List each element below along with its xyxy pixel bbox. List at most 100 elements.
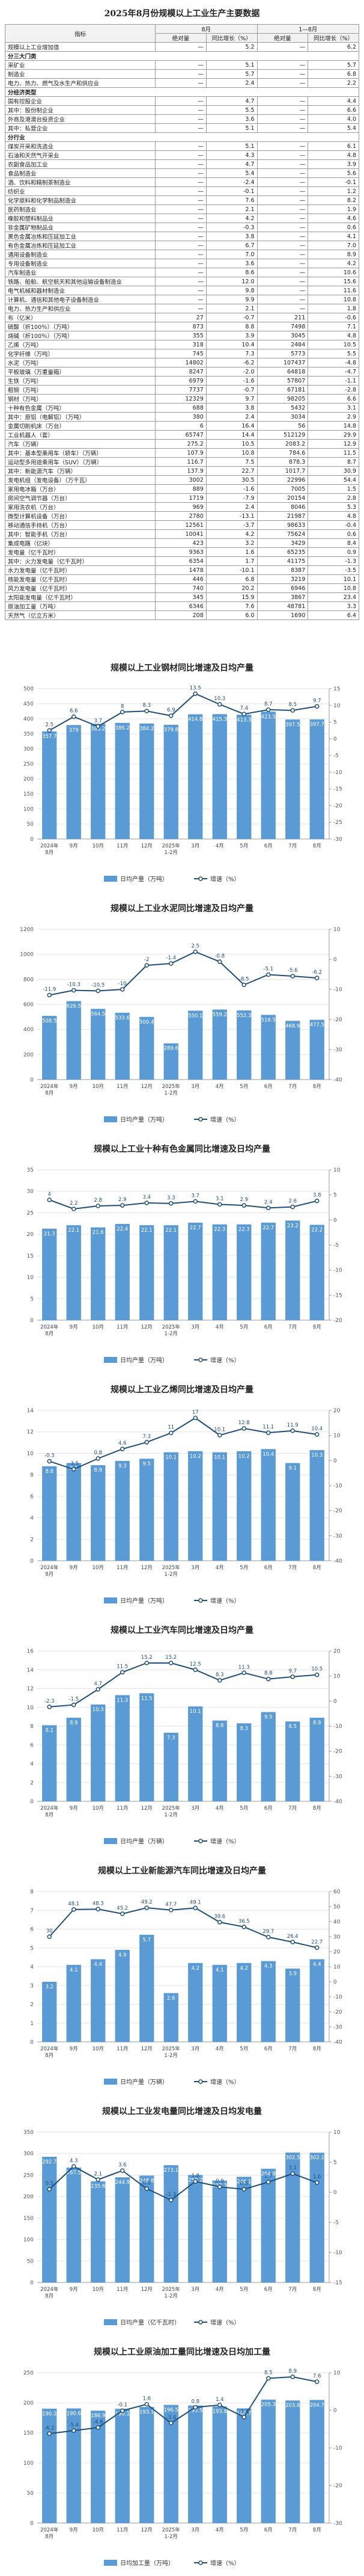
legend-swatch [104, 1357, 117, 1363]
value-cell: — [256, 259, 309, 268]
value-cell: 48781 [256, 601, 309, 611]
bar-value-label: 248.8 [139, 2178, 154, 2184]
bar [309, 1019, 324, 1080]
chart-title: 规模以上工业新能源汽车同比增速及日均产量 [98, 1866, 266, 1876]
bar [91, 1959, 106, 2042]
value-cell: 20154 [256, 493, 309, 503]
line-marker [47, 2431, 52, 2436]
bar-value-label: 22.3 [214, 1227, 225, 1233]
line-marker [241, 2415, 246, 2420]
line-value-label: 9.7 [313, 698, 321, 704]
row-label: 电力、热力生产和供应业 [5, 304, 156, 313]
bar [285, 1463, 300, 1561]
bar [139, 1934, 154, 2042]
bar [188, 1222, 203, 1320]
table-row: 金属切削机床（万台） 6 16.4 56 14.8 [5, 421, 359, 431]
value-cell: 23.4 [308, 592, 359, 602]
bar-value-label: 386.2 [115, 725, 130, 731]
row-label: 运动型多用途乘用车（SUV）（万辆） [5, 457, 156, 467]
value-cell: 1.5 [308, 484, 359, 494]
value-cell: 6.8 [205, 574, 258, 584]
value-cell: 7.3 [205, 349, 258, 358]
line-marker [217, 959, 222, 964]
bar [163, 1452, 178, 1561]
line-marker [169, 961, 174, 966]
y-tick-label: 100 [23, 807, 34, 813]
value-cell: 7005 [256, 484, 309, 494]
value-cell: 8.2 [308, 195, 359, 205]
line-value-label: -10.3 [67, 982, 80, 988]
value-cell: — [256, 295, 309, 304]
bar-value-label: 186.9 [91, 2413, 105, 2419]
bar-value-label: 559.2 [213, 1012, 227, 1018]
data-table: 指标 8月 1—8月 绝对量 同比增长（%） 绝对量 同比增长（%） 规模以上工… [5, 24, 359, 620]
line-marker [96, 1203, 100, 1208]
y-tick-label: 150 [23, 2216, 34, 2222]
x-tick-label: 3月 [191, 2527, 199, 2533]
value-cell: 275.2 [155, 439, 207, 449]
bar-value-label: 2.6 [167, 1996, 175, 2002]
bar-value-label: 4.2 [240, 1966, 248, 1972]
bar-value-label: 22.1 [141, 1228, 153, 1234]
line-value-label: 26.4 [287, 1934, 299, 1940]
y2-tick-label: 0 [333, 1458, 337, 1464]
y2-tick-label: 10 [333, 2370, 341, 2376]
value-cell: 57807 [256, 376, 309, 386]
y2-tick-label: -5 [333, 2220, 339, 2226]
bar-value-label: 8.1 [45, 1727, 53, 1733]
y-tick-label: 250 [23, 2172, 34, 2178]
line-value-label: 2.5 [191, 944, 199, 950]
bar-value-label: 413.3 [237, 717, 251, 723]
value-cell: 20.2 [205, 583, 258, 593]
bar [309, 1225, 324, 1320]
y-tick-label: 2 [30, 1537, 34, 1543]
row-label: 家用电冰箱（万台） [5, 484, 156, 494]
bar-value-label: 11.5 [141, 1695, 153, 1701]
row-label: 其中：股份制企业 [5, 105, 156, 115]
x-tick-label: 12月 [141, 2046, 153, 2052]
line [49, 2376, 317, 2435]
y2-tick-label: -10 [333, 1483, 342, 1489]
value-cell: -6.2 [205, 358, 258, 367]
x-tick-label: 3月 [191, 2287, 199, 2293]
value-cell: 4.2 [205, 214, 258, 223]
value-cell: 98205 [256, 394, 309, 404]
bar-value-label: 23.2 [287, 1223, 299, 1229]
value-cell: 6.0 [205, 610, 258, 620]
row-label: 核能发电量（亿千瓦时） [5, 574, 156, 584]
row-label: 水泥（万吨） [5, 358, 156, 367]
line-value-label: 11 [168, 1425, 174, 1431]
row-label: 乙烯（万吨） [5, 340, 156, 349]
y-tick-label: 30 [27, 1189, 34, 1195]
row-label: 计算机、通信和其他电子设备制造业 [5, 295, 156, 304]
table-row: 专用设备制造业 —3.6—4.2 [5, 259, 359, 268]
bar-value-label: 4.4 [313, 1962, 321, 1968]
row-label: 农副食品加工业 [5, 159, 156, 169]
table-row: 房间空气调节器（万台） 1719 -7.9 20154 2.8 [5, 493, 359, 503]
line-marker [241, 982, 246, 988]
bar [188, 1010, 203, 1080]
value-cell: 6.6 [308, 105, 359, 115]
chart: 规模以上工业水泥同比增速及日均产量 0 200 400 600 800 1000 1200 -4… [20, 903, 342, 1124]
x-tick-label: 4月 [216, 1806, 224, 1812]
line-value-label: 13.5 [190, 685, 201, 691]
bar [309, 1717, 324, 1801]
value-cell: 14.4 [205, 430, 258, 440]
y2-tick-label: -10 [333, 2445, 342, 2452]
value-cell: 3.2 [205, 538, 258, 548]
value-cell: 7.0 [205, 250, 258, 259]
y-tick-label: 0 [30, 1799, 34, 1805]
row-label: 酒、饮料和精制茶制造业 [5, 177, 156, 187]
y2-tick-label: 60 [333, 1889, 341, 1895]
value-cell: — [155, 96, 207, 106]
y2-tick-label: -40 [333, 2040, 342, 2046]
bar [139, 2175, 154, 2282]
line-marker [315, 704, 320, 709]
row-label: 布（亿米） [5, 313, 156, 322]
legend-label: 日均产量（亿千瓦时） [120, 2319, 180, 2326]
line-value-label: 11.5 [117, 1664, 128, 1670]
value-cell: 4.8 [308, 150, 359, 160]
row-label: 化学原料和化学制品制造业 [5, 195, 156, 205]
value-cell: 5.4 [308, 123, 359, 133]
bar-value-label: 8.3 [240, 1726, 248, 1732]
